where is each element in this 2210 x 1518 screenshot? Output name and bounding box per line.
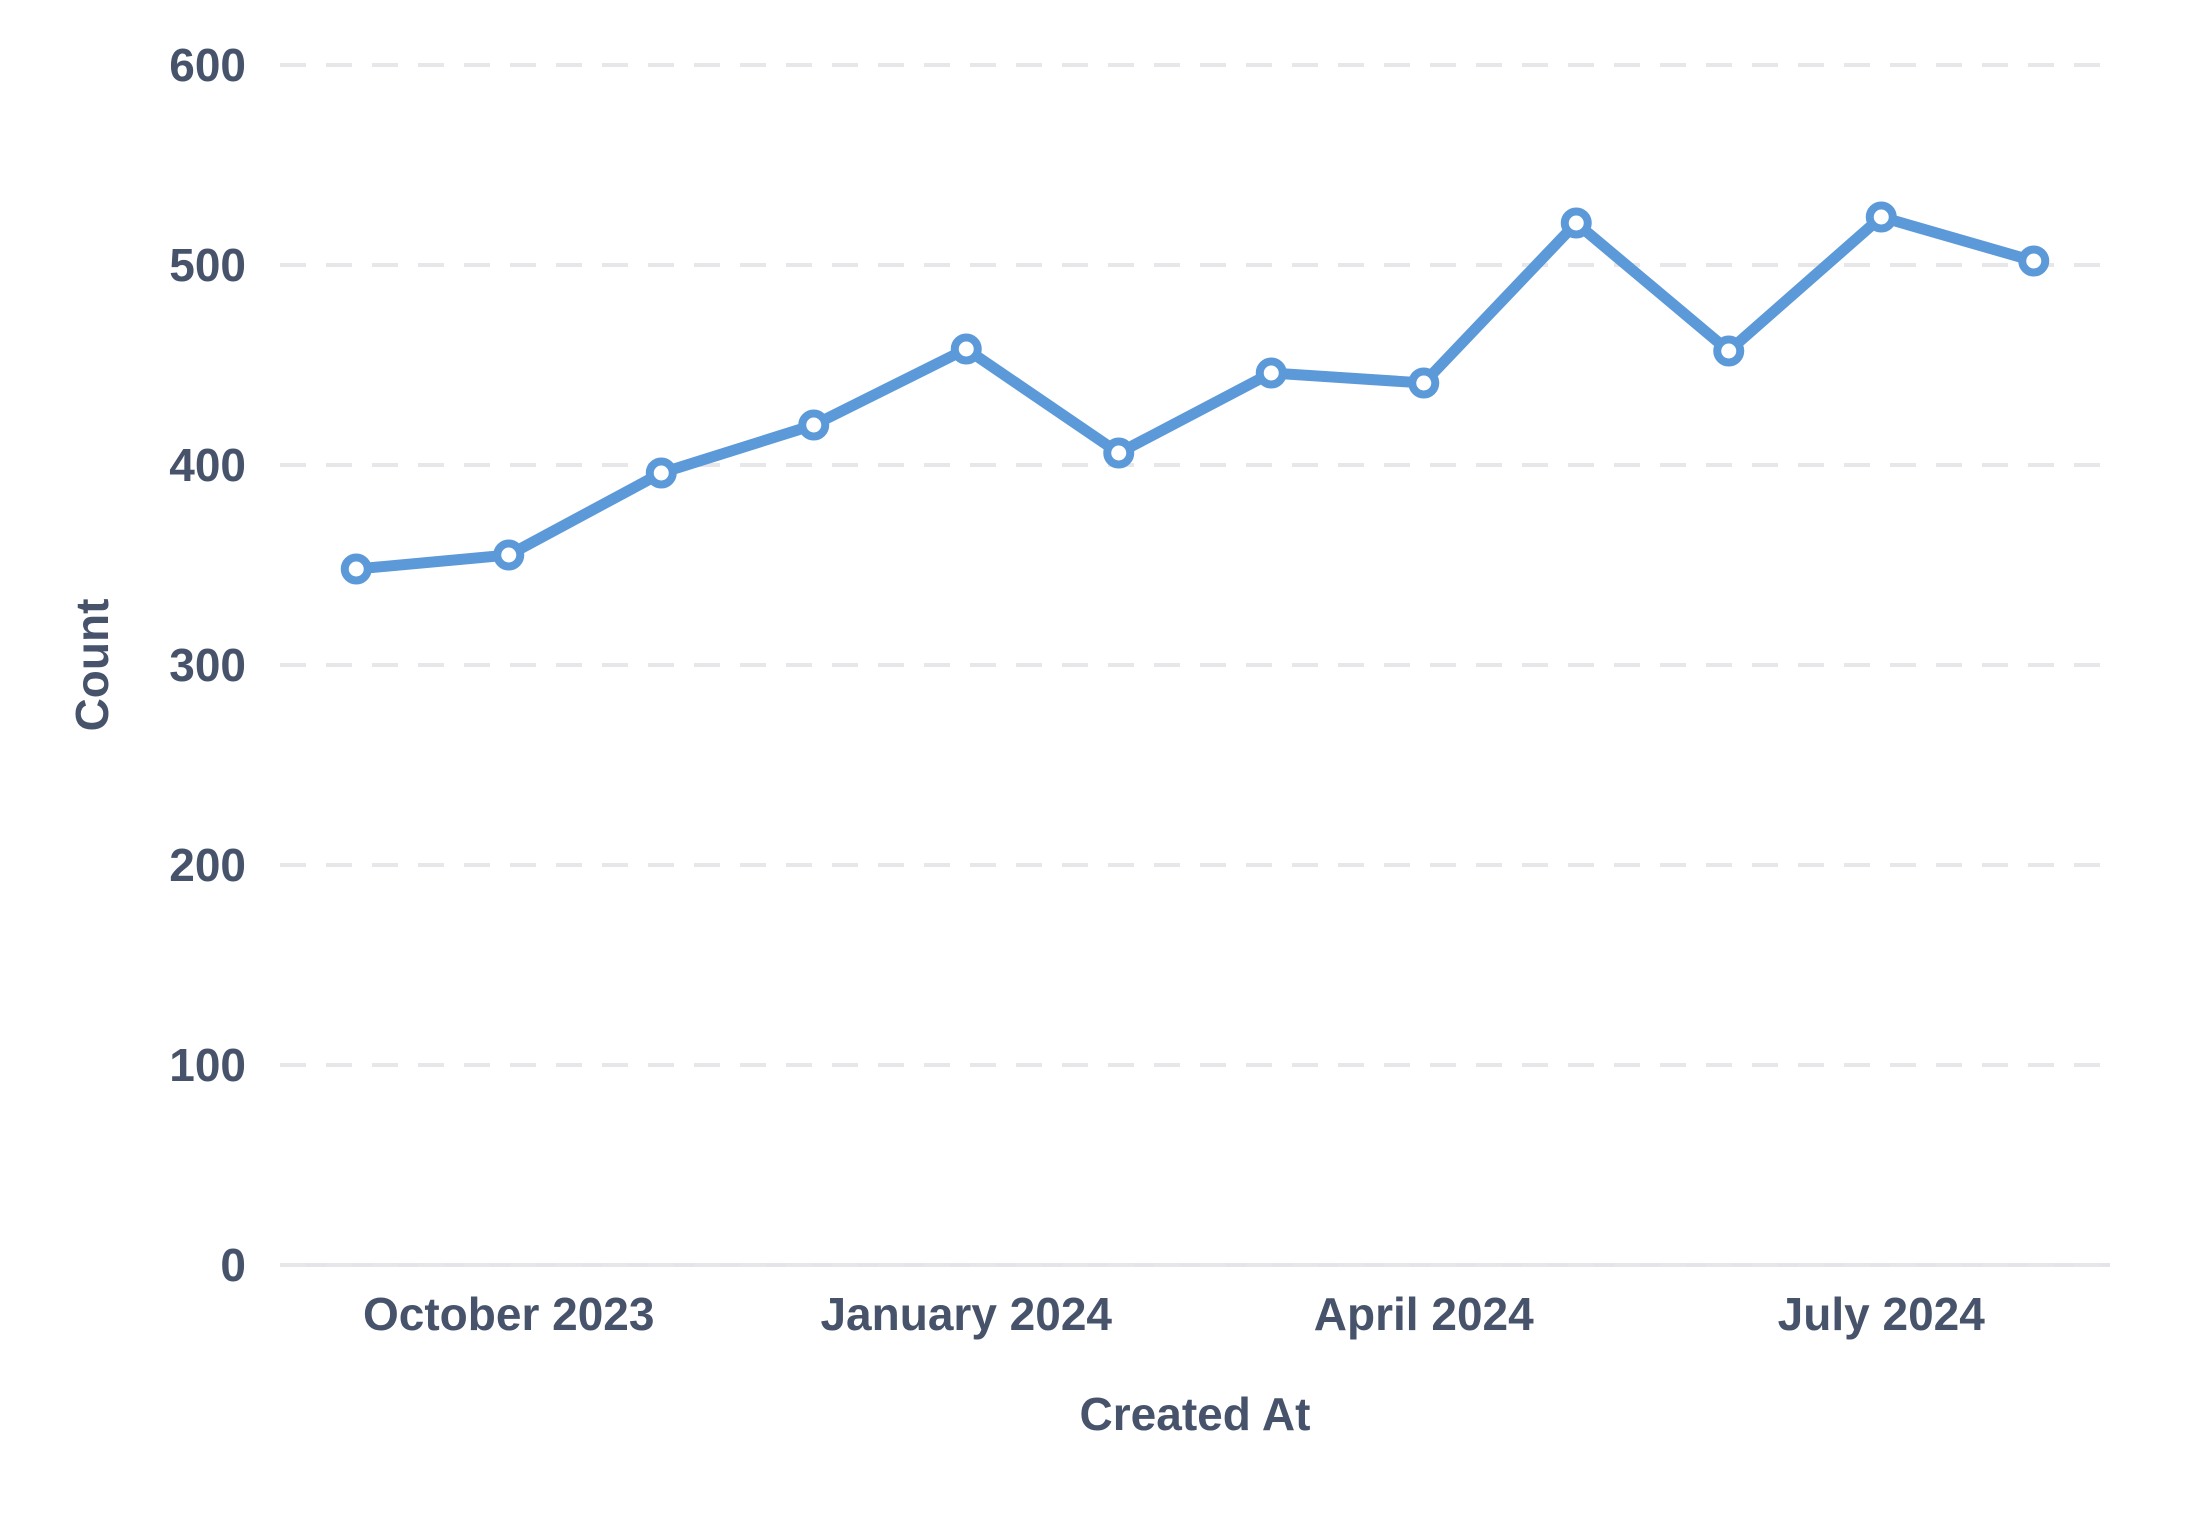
y-axis-tick-labels: 0 100 200 300 400 500 600	[169, 39, 246, 1291]
x-tick-label: January 2024	[820, 1288, 1112, 1340]
series-line	[350, 211, 2040, 575]
data-point-marker[interactable]	[1713, 335, 1745, 367]
y-tick-label: 500	[169, 239, 246, 291]
data-point-marker[interactable]	[340, 553, 372, 585]
data-point-marker[interactable]	[1865, 201, 1897, 233]
data-point-marker[interactable]	[2018, 245, 2050, 277]
y-tick-label: 200	[169, 839, 246, 891]
y-tick-label: 100	[169, 1039, 246, 1091]
data-point-marker[interactable]	[950, 333, 982, 365]
series-group	[340, 201, 2050, 585]
y-tick-label: 600	[169, 39, 246, 91]
x-tick-label: July 2024	[1778, 1288, 1986, 1340]
x-axis-tick-labels: October 2023 January 2024 April 2024 July 2…	[363, 1288, 1985, 1340]
x-tick-label: April 2024	[1314, 1288, 1534, 1340]
x-tick-label: October 2023	[363, 1288, 654, 1340]
data-point-marker[interactable]	[1255, 357, 1287, 389]
data-point-marker[interactable]	[798, 409, 830, 441]
data-point-marker[interactable]	[493, 539, 525, 571]
y-axis-title: Count	[66, 599, 118, 732]
data-point-marker[interactable]	[1103, 437, 1135, 469]
data-point-marker[interactable]	[1560, 207, 1592, 239]
y-tick-label: 300	[169, 639, 246, 691]
data-point-marker[interactable]	[645, 457, 677, 489]
y-tick-label: 0	[220, 1239, 246, 1291]
y-tick-label: 400	[169, 439, 246, 491]
data-point-marker[interactable]	[1408, 367, 1440, 399]
gridlines	[280, 63, 2110, 1267]
x-axis-title: Created At	[1080, 1388, 1311, 1440]
